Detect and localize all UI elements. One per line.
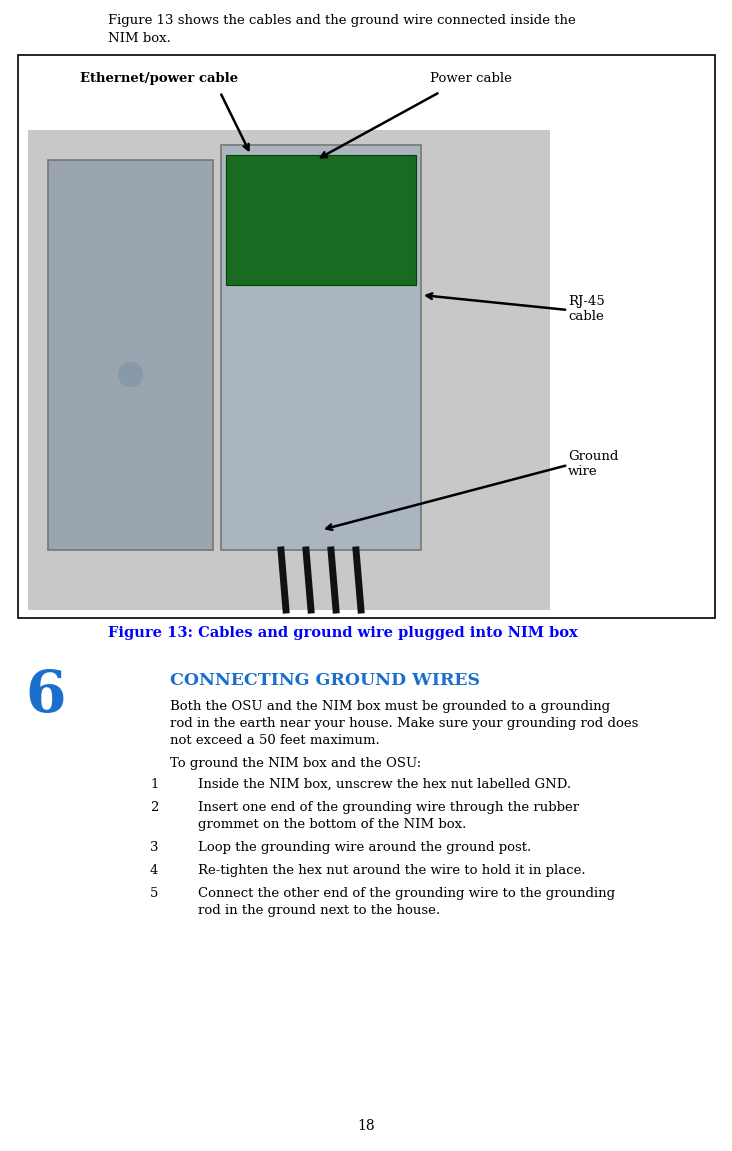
- Text: rod in the earth near your house. Make sure your grounding rod does: rod in the earth near your house. Make s…: [170, 717, 638, 730]
- Text: 5: 5: [150, 887, 158, 900]
- Text: Ethernet/power cable: Ethernet/power cable: [80, 73, 238, 85]
- Text: Ground
wire: Ground wire: [568, 450, 619, 478]
- Text: NIM box.: NIM box.: [108, 32, 171, 45]
- Text: Inside the NIM box, unscrew the hex nut labelled GND.: Inside the NIM box, unscrew the hex nut …: [198, 778, 571, 791]
- Text: rod in the ground next to the house.: rod in the ground next to the house.: [198, 904, 440, 917]
- Text: grommet on the bottom of the NIM box.: grommet on the bottom of the NIM box.: [198, 818, 466, 831]
- Circle shape: [119, 363, 143, 387]
- Text: Figure 13 shows the cables and the ground wire connected inside the: Figure 13 shows the cables and the groun…: [108, 14, 576, 26]
- Text: Figure 13: Cables and ground wire plugged into NIM box: Figure 13: Cables and ground wire plugge…: [108, 626, 578, 640]
- Text: 6: 6: [25, 668, 65, 724]
- Text: 4: 4: [150, 864, 158, 877]
- Text: Re-tighten the hex nut around the wire to hold it in place.: Re-tighten the hex nut around the wire t…: [198, 864, 586, 877]
- Text: Both the OSU and the NIM box must be grounded to a grounding: Both the OSU and the NIM box must be gro…: [170, 700, 610, 712]
- Text: 3: 3: [150, 841, 159, 854]
- Text: To ground the NIM box and the OSU:: To ground the NIM box and the OSU:: [170, 757, 421, 770]
- Text: not exceed a 50 feet maximum.: not exceed a 50 feet maximum.: [170, 734, 380, 747]
- Bar: [18, 55, 715, 618]
- Text: Connect the other end of the grounding wire to the grounding: Connect the other end of the grounding w…: [198, 887, 615, 900]
- Text: 18: 18: [357, 1119, 375, 1133]
- Text: C​ONNECTING GROUND WIRES: C​ONNECTING GROUND WIRES: [170, 672, 480, 689]
- Text: Power cable: Power cable: [430, 73, 512, 85]
- Text: RJ-45
cable: RJ-45 cable: [568, 295, 605, 323]
- Text: Insert one end of the grounding wire through the rubber: Insert one end of the grounding wire thr…: [198, 801, 579, 814]
- Text: Loop the grounding wire around the ground post.: Loop the grounding wire around the groun…: [198, 841, 531, 854]
- Text: 1: 1: [150, 778, 158, 791]
- Bar: [221, 145, 421, 550]
- Bar: [226, 155, 416, 285]
- Bar: [28, 130, 550, 610]
- Bar: [48, 160, 213, 550]
- Text: 2: 2: [150, 801, 158, 814]
